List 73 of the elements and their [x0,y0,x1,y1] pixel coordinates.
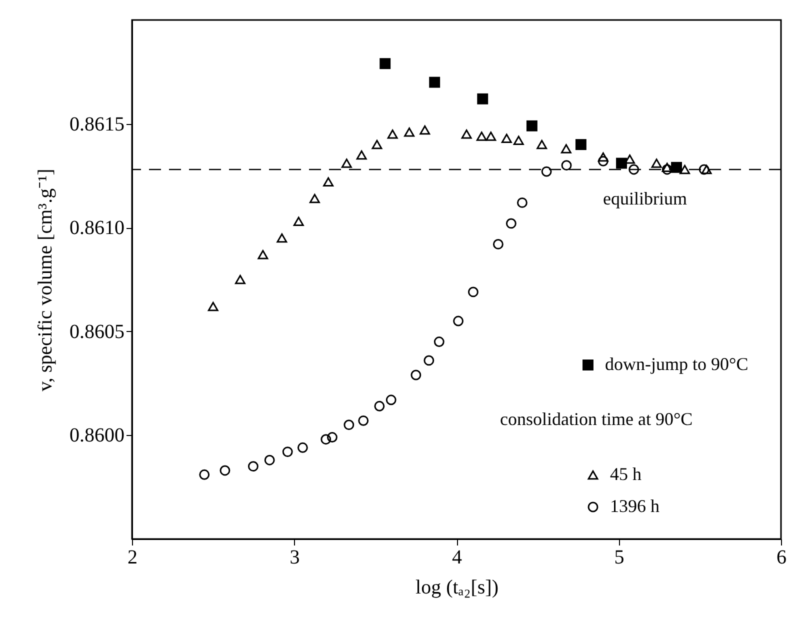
x-axis-title: log (tₐ₂[s]) [416,576,498,598]
point [492,238,504,250]
point [309,194,320,204]
point [651,158,662,168]
point [372,140,382,150]
point [208,302,218,312]
point [293,216,304,226]
point [404,127,415,137]
point [616,158,627,169]
ref-line-label: equilibrium [603,188,687,208]
point [320,434,332,445]
legend-label: 45 h [610,464,642,484]
point [424,355,434,366]
point [326,432,338,442]
point [628,164,640,175]
point [341,158,352,168]
point [276,233,288,243]
point [513,136,524,146]
point [220,465,230,476]
x-tick-label: 2 [128,546,138,568]
point [477,93,488,104]
point [701,164,712,174]
point [536,140,548,150]
point [386,394,396,406]
point [501,134,512,143]
point [506,218,516,229]
point [516,197,528,208]
point [264,454,275,466]
x-tick-label: 6 [776,546,786,568]
legend-title: consolidation time at 90°C [500,409,693,429]
point [486,132,496,141]
point [541,166,552,177]
point [526,120,538,132]
point [420,125,430,135]
legend-label: down-jump to 90°C [605,354,748,374]
x-tick-label: 5 [614,546,624,568]
point [429,76,440,88]
point [356,150,367,160]
x-tick-label: 3 [290,546,300,568]
point [662,162,672,172]
point [662,164,672,175]
point [680,164,690,174]
point [323,177,334,187]
y-tick-label: 0.8610 [70,217,124,240]
point [410,370,422,380]
point [258,250,268,260]
point [358,415,369,426]
y-tick-label: 0.8605 [70,320,124,343]
y-tick-label: 0.8615 [70,113,124,136]
point [434,336,444,347]
point [453,316,464,326]
point [560,144,572,154]
x-tick-label: 4 [452,546,462,568]
point [461,130,472,139]
point [575,139,586,150]
y-axis-title: v, specific volume [cm³.g⁻¹] [34,168,56,392]
point [344,420,354,430]
point [248,461,258,472]
point [282,446,293,458]
point [561,160,572,171]
point [297,442,308,453]
point [235,274,246,284]
point [698,164,710,175]
point [374,400,385,412]
point [598,152,608,162]
point [468,286,478,298]
point [476,132,487,141]
legend-label: 1396 h [610,496,660,516]
point [598,156,608,166]
point [387,130,398,139]
point [199,469,210,480]
point [380,58,391,70]
y-tick-label: 0.8600 [70,424,124,447]
